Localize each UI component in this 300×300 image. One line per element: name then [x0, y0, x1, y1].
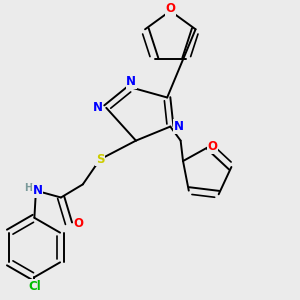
- Text: O: O: [208, 140, 218, 153]
- Text: N: N: [92, 101, 103, 114]
- Text: S: S: [96, 153, 104, 166]
- Text: N: N: [32, 184, 43, 197]
- Text: N: N: [174, 120, 184, 133]
- Text: H: H: [24, 182, 32, 193]
- Text: O: O: [73, 217, 83, 230]
- Text: O: O: [165, 2, 175, 15]
- Text: N: N: [126, 75, 136, 88]
- Text: Cl: Cl: [28, 280, 41, 293]
